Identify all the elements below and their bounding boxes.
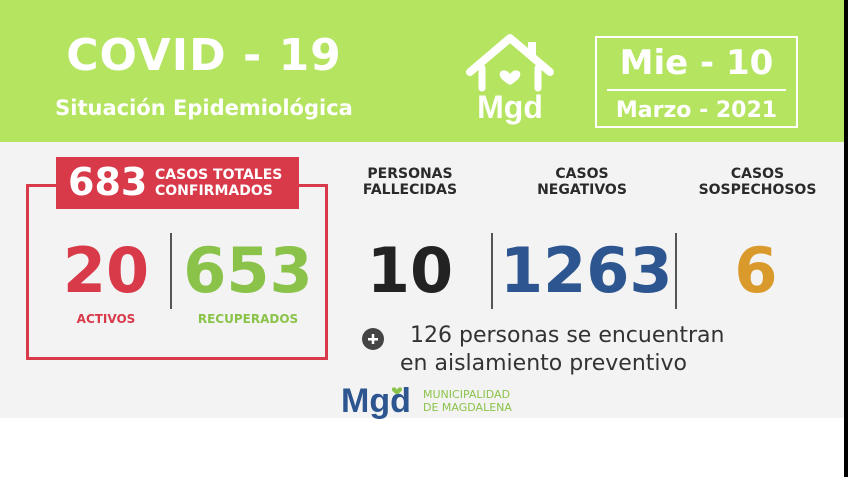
house-heart-icon: Mgd [466,34,554,125]
negativos-value: 1263 [500,234,673,307]
municipality-line1: MUNICIPALIDAD [423,388,511,401]
recuperados-label: RECUPERADOS [197,312,299,326]
sospechosos-label: CASOS SOSPECHOSOS [690,166,825,198]
municipality-logo: Mgd [458,30,562,130]
page-subtitle: Situación Epidemiológica [55,96,353,120]
negativos-label: CASOS NEGATIVOS [517,166,647,198]
date-divider [607,89,786,91]
negativos-label-line2: NEGATIVOS [537,182,627,198]
divider [170,233,172,309]
logo-text: Mgd [477,89,543,125]
totals-label-line2: CONFIRMADOS [155,183,273,199]
municipality-line2: DE MAGDALENA [423,401,512,414]
activos-label: ACTIVOS [76,312,136,326]
note-line1: 126 personas se encuentran [410,323,725,348]
negativos-label-line1: CASOS [555,166,609,182]
date-box: Mie - 10 Marzo - 2021 [595,36,798,128]
totals-label-line1: CASOS TOTALES [155,167,283,183]
bottom-margin [0,418,844,477]
fallecidas-label-line1: PERSONAS [367,166,453,182]
fallecidas-label: PERSONAS FALLECIDAS [345,166,475,198]
totals-value: 683 [68,160,148,204]
sospechosos-label-line2: SOSPECHOSOS [698,182,817,198]
sospechosos-label-line1: CASOS [730,166,785,182]
activos-value: 20 [62,234,150,307]
footer-logo: Mgd [341,380,421,426]
page-title: COVID - 19 [66,30,342,81]
divider [675,233,677,309]
note-line2: en aislamiento preventivo [400,351,687,376]
plus-circle-icon [362,328,384,350]
fallecidas-label-line2: FALLECIDAS [362,182,458,198]
header-banner: COVID - 19 Situación Epidemiológica Mgd … [0,0,844,142]
municipality-name: MUNICIPALIDAD DE MAGDALENA [423,388,512,414]
divider [491,233,493,309]
isolation-note: 126 personas se encuentran en aislamient… [400,322,790,378]
sospechosos-value: 6 [734,234,778,307]
date-month-year: Marzo - 2021 [615,98,778,123]
recuperados-value: 653 [183,234,313,307]
totals-badge: 683 CASOS TOTALES CONFIRMADOS [56,157,299,209]
totals-label: CASOS TOTALES CONFIRMADOS [155,167,282,199]
fallecidas-value: 10 [366,234,454,307]
right-edge-bar [844,0,848,477]
date-day: Mie - 10 [619,43,774,83]
